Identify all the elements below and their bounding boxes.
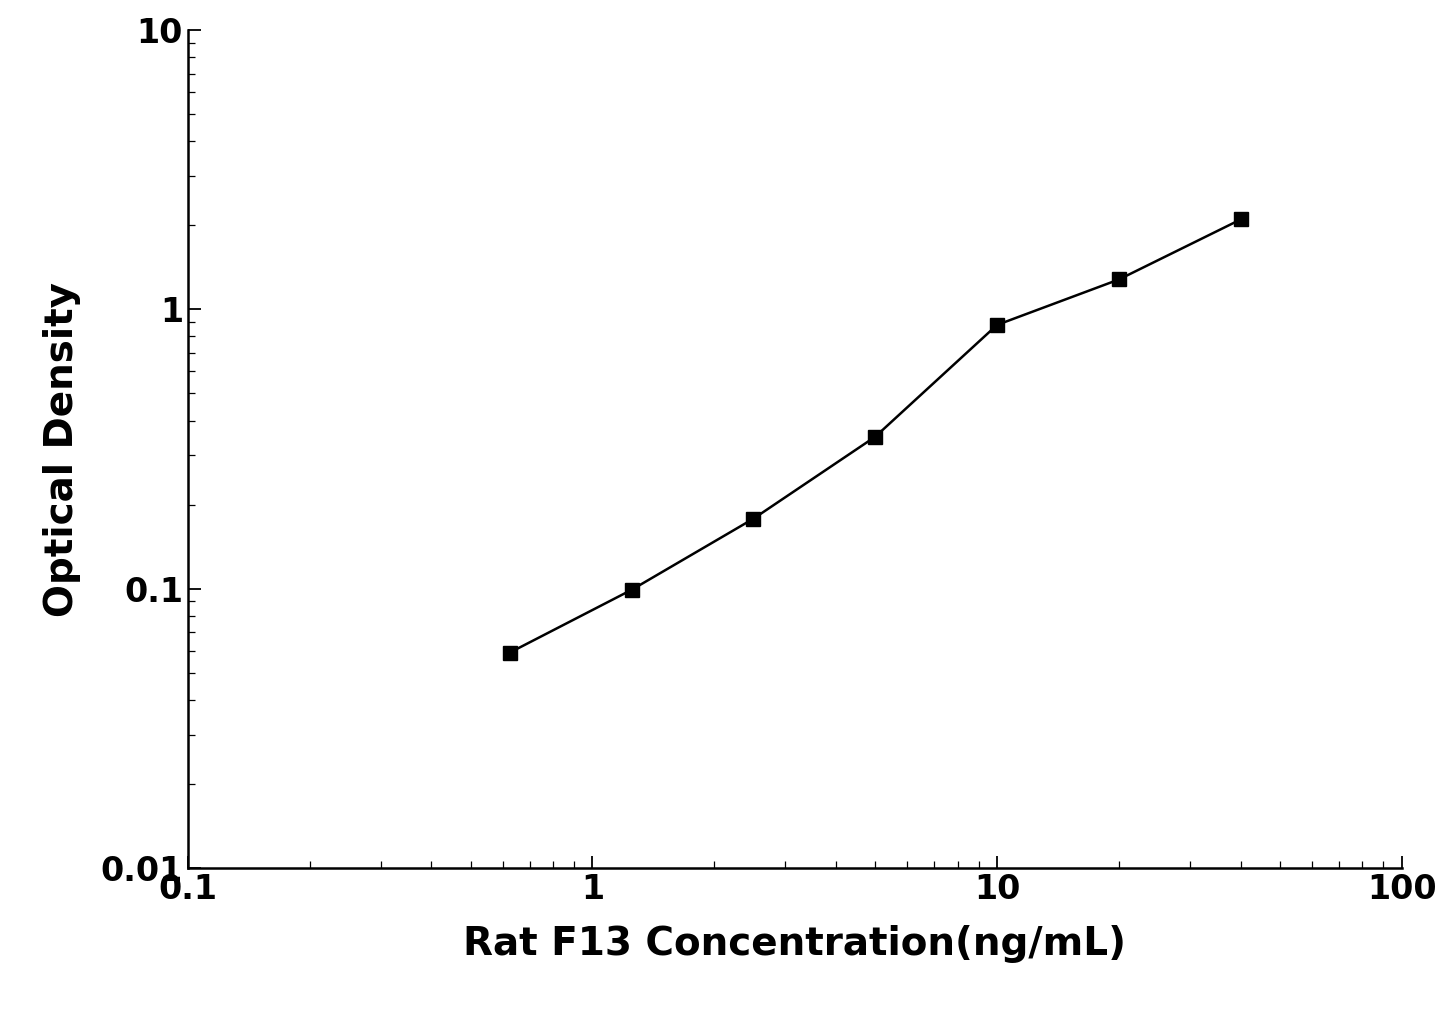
Y-axis label: Optical Density: Optical Density [43, 282, 81, 616]
X-axis label: Rat F13 Concentration(ng/mL): Rat F13 Concentration(ng/mL) [464, 925, 1126, 963]
